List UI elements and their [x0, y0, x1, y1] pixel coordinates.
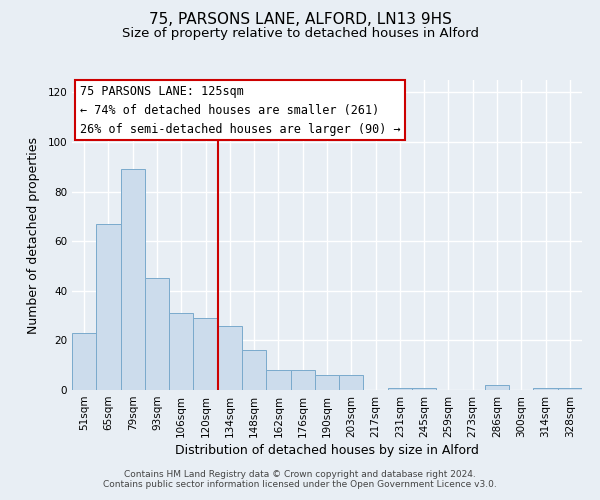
- Bar: [218, 326, 242, 390]
- Bar: [339, 375, 364, 390]
- Bar: [290, 370, 315, 390]
- Bar: [72, 333, 96, 390]
- Text: Size of property relative to detached houses in Alford: Size of property relative to detached ho…: [121, 28, 479, 40]
- Bar: [169, 313, 193, 390]
- Bar: [121, 170, 145, 390]
- Bar: [266, 370, 290, 390]
- Bar: [388, 388, 412, 390]
- Text: Contains public sector information licensed under the Open Government Licence v3: Contains public sector information licen…: [103, 480, 497, 489]
- Bar: [533, 388, 558, 390]
- Bar: [96, 224, 121, 390]
- Bar: [193, 318, 218, 390]
- X-axis label: Distribution of detached houses by size in Alford: Distribution of detached houses by size …: [175, 444, 479, 457]
- Bar: [485, 385, 509, 390]
- Y-axis label: Number of detached properties: Number of detached properties: [28, 136, 40, 334]
- Bar: [558, 388, 582, 390]
- Bar: [145, 278, 169, 390]
- Bar: [315, 375, 339, 390]
- Bar: [242, 350, 266, 390]
- Text: Contains HM Land Registry data © Crown copyright and database right 2024.: Contains HM Land Registry data © Crown c…: [124, 470, 476, 479]
- Text: 75 PARSONS LANE: 125sqm
← 74% of detached houses are smaller (261)
26% of semi-d: 75 PARSONS LANE: 125sqm ← 74% of detache…: [80, 84, 400, 136]
- Bar: [412, 388, 436, 390]
- Text: 75, PARSONS LANE, ALFORD, LN13 9HS: 75, PARSONS LANE, ALFORD, LN13 9HS: [149, 12, 451, 28]
